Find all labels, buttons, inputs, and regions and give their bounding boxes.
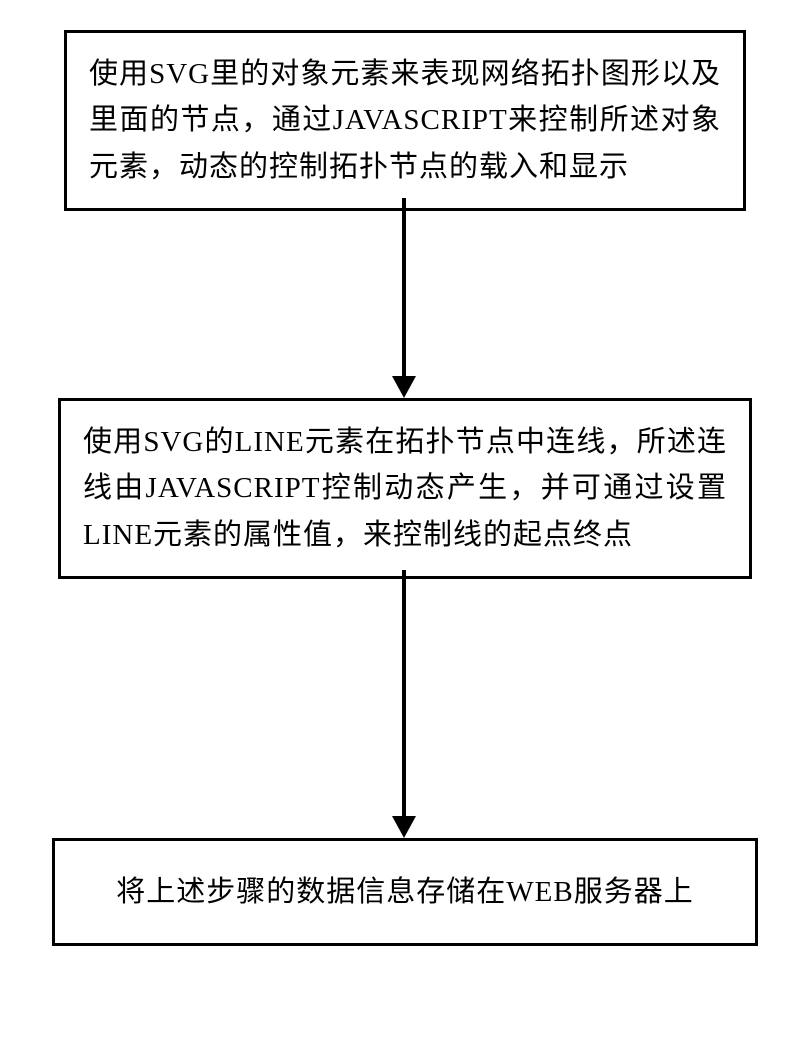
arrow-2-line bbox=[402, 570, 406, 816]
flow-step-2: 使用SVG的LINE元素在拓扑节点中连线，所述连线由JAVASCRIPT控制动态… bbox=[58, 398, 752, 579]
step-2-text: 使用SVG的LINE元素在拓扑节点中连线，所述连线由JAVASCRIPT控制动态… bbox=[83, 419, 727, 558]
flow-step-1: 使用SVG里的对象元素来表现网络拓扑图形以及里面的节点，通过JAVASCRIPT… bbox=[64, 30, 746, 211]
flowchart: 使用SVG里的对象元素来表现网络拓扑图形以及里面的节点，通过JAVASCRIPT… bbox=[0, 0, 800, 1037]
step-1-text: 使用SVG里的对象元素来表现网络拓扑图形以及里面的节点，通过JAVASCRIPT… bbox=[89, 51, 721, 190]
arrow-1-line bbox=[402, 198, 406, 376]
arrow-1-head bbox=[392, 376, 416, 398]
arrow-2-head bbox=[392, 816, 416, 838]
step-3-text: 将上述步骤的数据信息存储在WEB服务器上 bbox=[77, 869, 733, 915]
flow-step-3: 将上述步骤的数据信息存储在WEB服务器上 bbox=[52, 838, 758, 946]
